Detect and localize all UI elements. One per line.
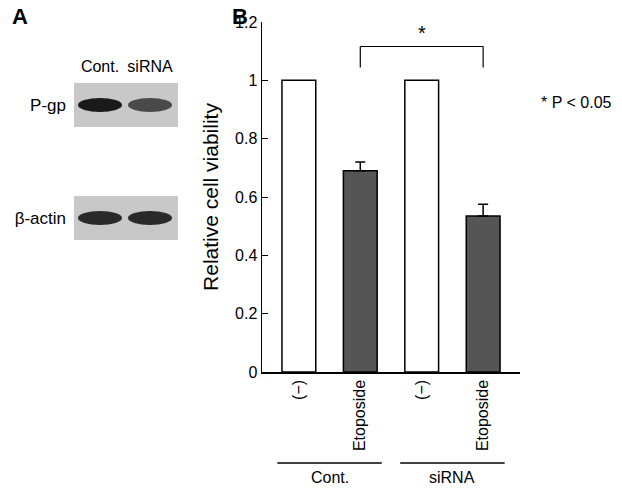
svg-text:Cont.: Cont. [81,58,119,75]
svg-text:Relative cell viability: Relative cell viability [199,103,222,291]
svg-text:0.6: 0.6 [235,189,257,206]
svg-text:Etoposide: Etoposide [351,380,368,451]
svg-text:(−): (−) [290,380,307,400]
svg-text:0.8: 0.8 [235,130,257,147]
svg-text:A: A [12,4,28,29]
svg-text:siRNA: siRNA [127,58,173,75]
svg-text:siRNA: siRNA [429,469,475,486]
svg-text:(−): (−) [413,380,430,400]
svg-text:Etoposide: Etoposide [474,380,491,451]
svg-text:β-actin: β-actin [15,209,66,228]
svg-text:0: 0 [248,364,257,381]
svg-text:1: 1 [248,72,257,89]
svg-text:Cont.: Cont. [311,469,349,486]
svg-text:P-gp: P-gp [30,96,66,115]
svg-text:*: * [418,22,426,44]
svg-text:0.4: 0.4 [235,247,257,264]
svg-text:0.2: 0.2 [235,305,257,322]
svg-text:* P < 0.05: * P < 0.05 [541,94,612,111]
svg-text:B: B [232,4,248,29]
